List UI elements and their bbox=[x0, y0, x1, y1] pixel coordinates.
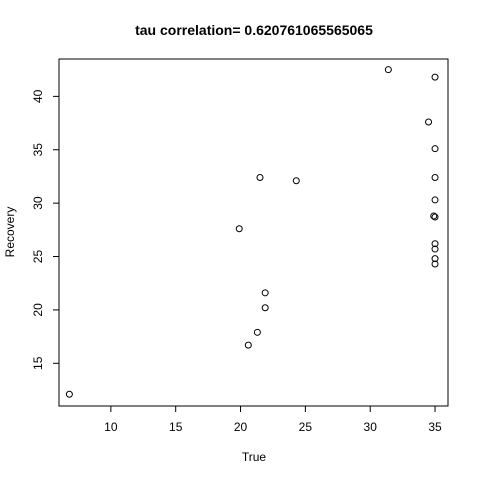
data-point bbox=[431, 73, 439, 81]
data-point bbox=[253, 328, 261, 336]
x-tick-label: 25 bbox=[299, 420, 313, 434]
x-axis: 10 15 20 25 30 35 bbox=[104, 406, 442, 434]
y-axis-label: Recovery bbox=[3, 207, 17, 258]
y-tick-label: 40 bbox=[31, 89, 45, 103]
data-point bbox=[431, 196, 439, 204]
data-point bbox=[235, 225, 243, 233]
y-axis: 15 20 25 30 35 40 bbox=[31, 89, 59, 370]
y-tick-label: 25 bbox=[31, 250, 45, 264]
data-point bbox=[425, 118, 433, 126]
x-tick-label: 15 bbox=[169, 420, 183, 434]
data-point bbox=[430, 212, 438, 220]
data-point bbox=[431, 145, 439, 153]
y-tick-label: 20 bbox=[31, 303, 45, 317]
y-tick-label: 35 bbox=[31, 143, 45, 157]
data-point bbox=[431, 245, 439, 253]
data-point bbox=[244, 341, 252, 349]
x-tick-label: 10 bbox=[104, 420, 118, 434]
data-point bbox=[431, 213, 439, 221]
chart-title: tau correlation= 0.620761065565065 bbox=[135, 22, 373, 38]
data-point bbox=[431, 255, 439, 263]
data-point bbox=[384, 66, 392, 74]
data-point bbox=[292, 177, 300, 185]
data-point bbox=[261, 289, 269, 297]
y-tick-label: 30 bbox=[31, 196, 45, 210]
x-tick-label: 35 bbox=[428, 420, 442, 434]
x-tick-label: 30 bbox=[364, 420, 378, 434]
data-point bbox=[261, 304, 269, 312]
data-point bbox=[431, 240, 439, 248]
data-points bbox=[65, 66, 439, 398]
data-point bbox=[431, 260, 439, 268]
data-point bbox=[65, 390, 73, 398]
x-tick-label: 20 bbox=[234, 420, 248, 434]
plot-frame bbox=[58, 58, 449, 407]
data-point bbox=[431, 174, 439, 182]
x-axis-label: True bbox=[242, 450, 267, 464]
data-point bbox=[256, 174, 264, 182]
y-tick-label: 15 bbox=[31, 356, 45, 370]
